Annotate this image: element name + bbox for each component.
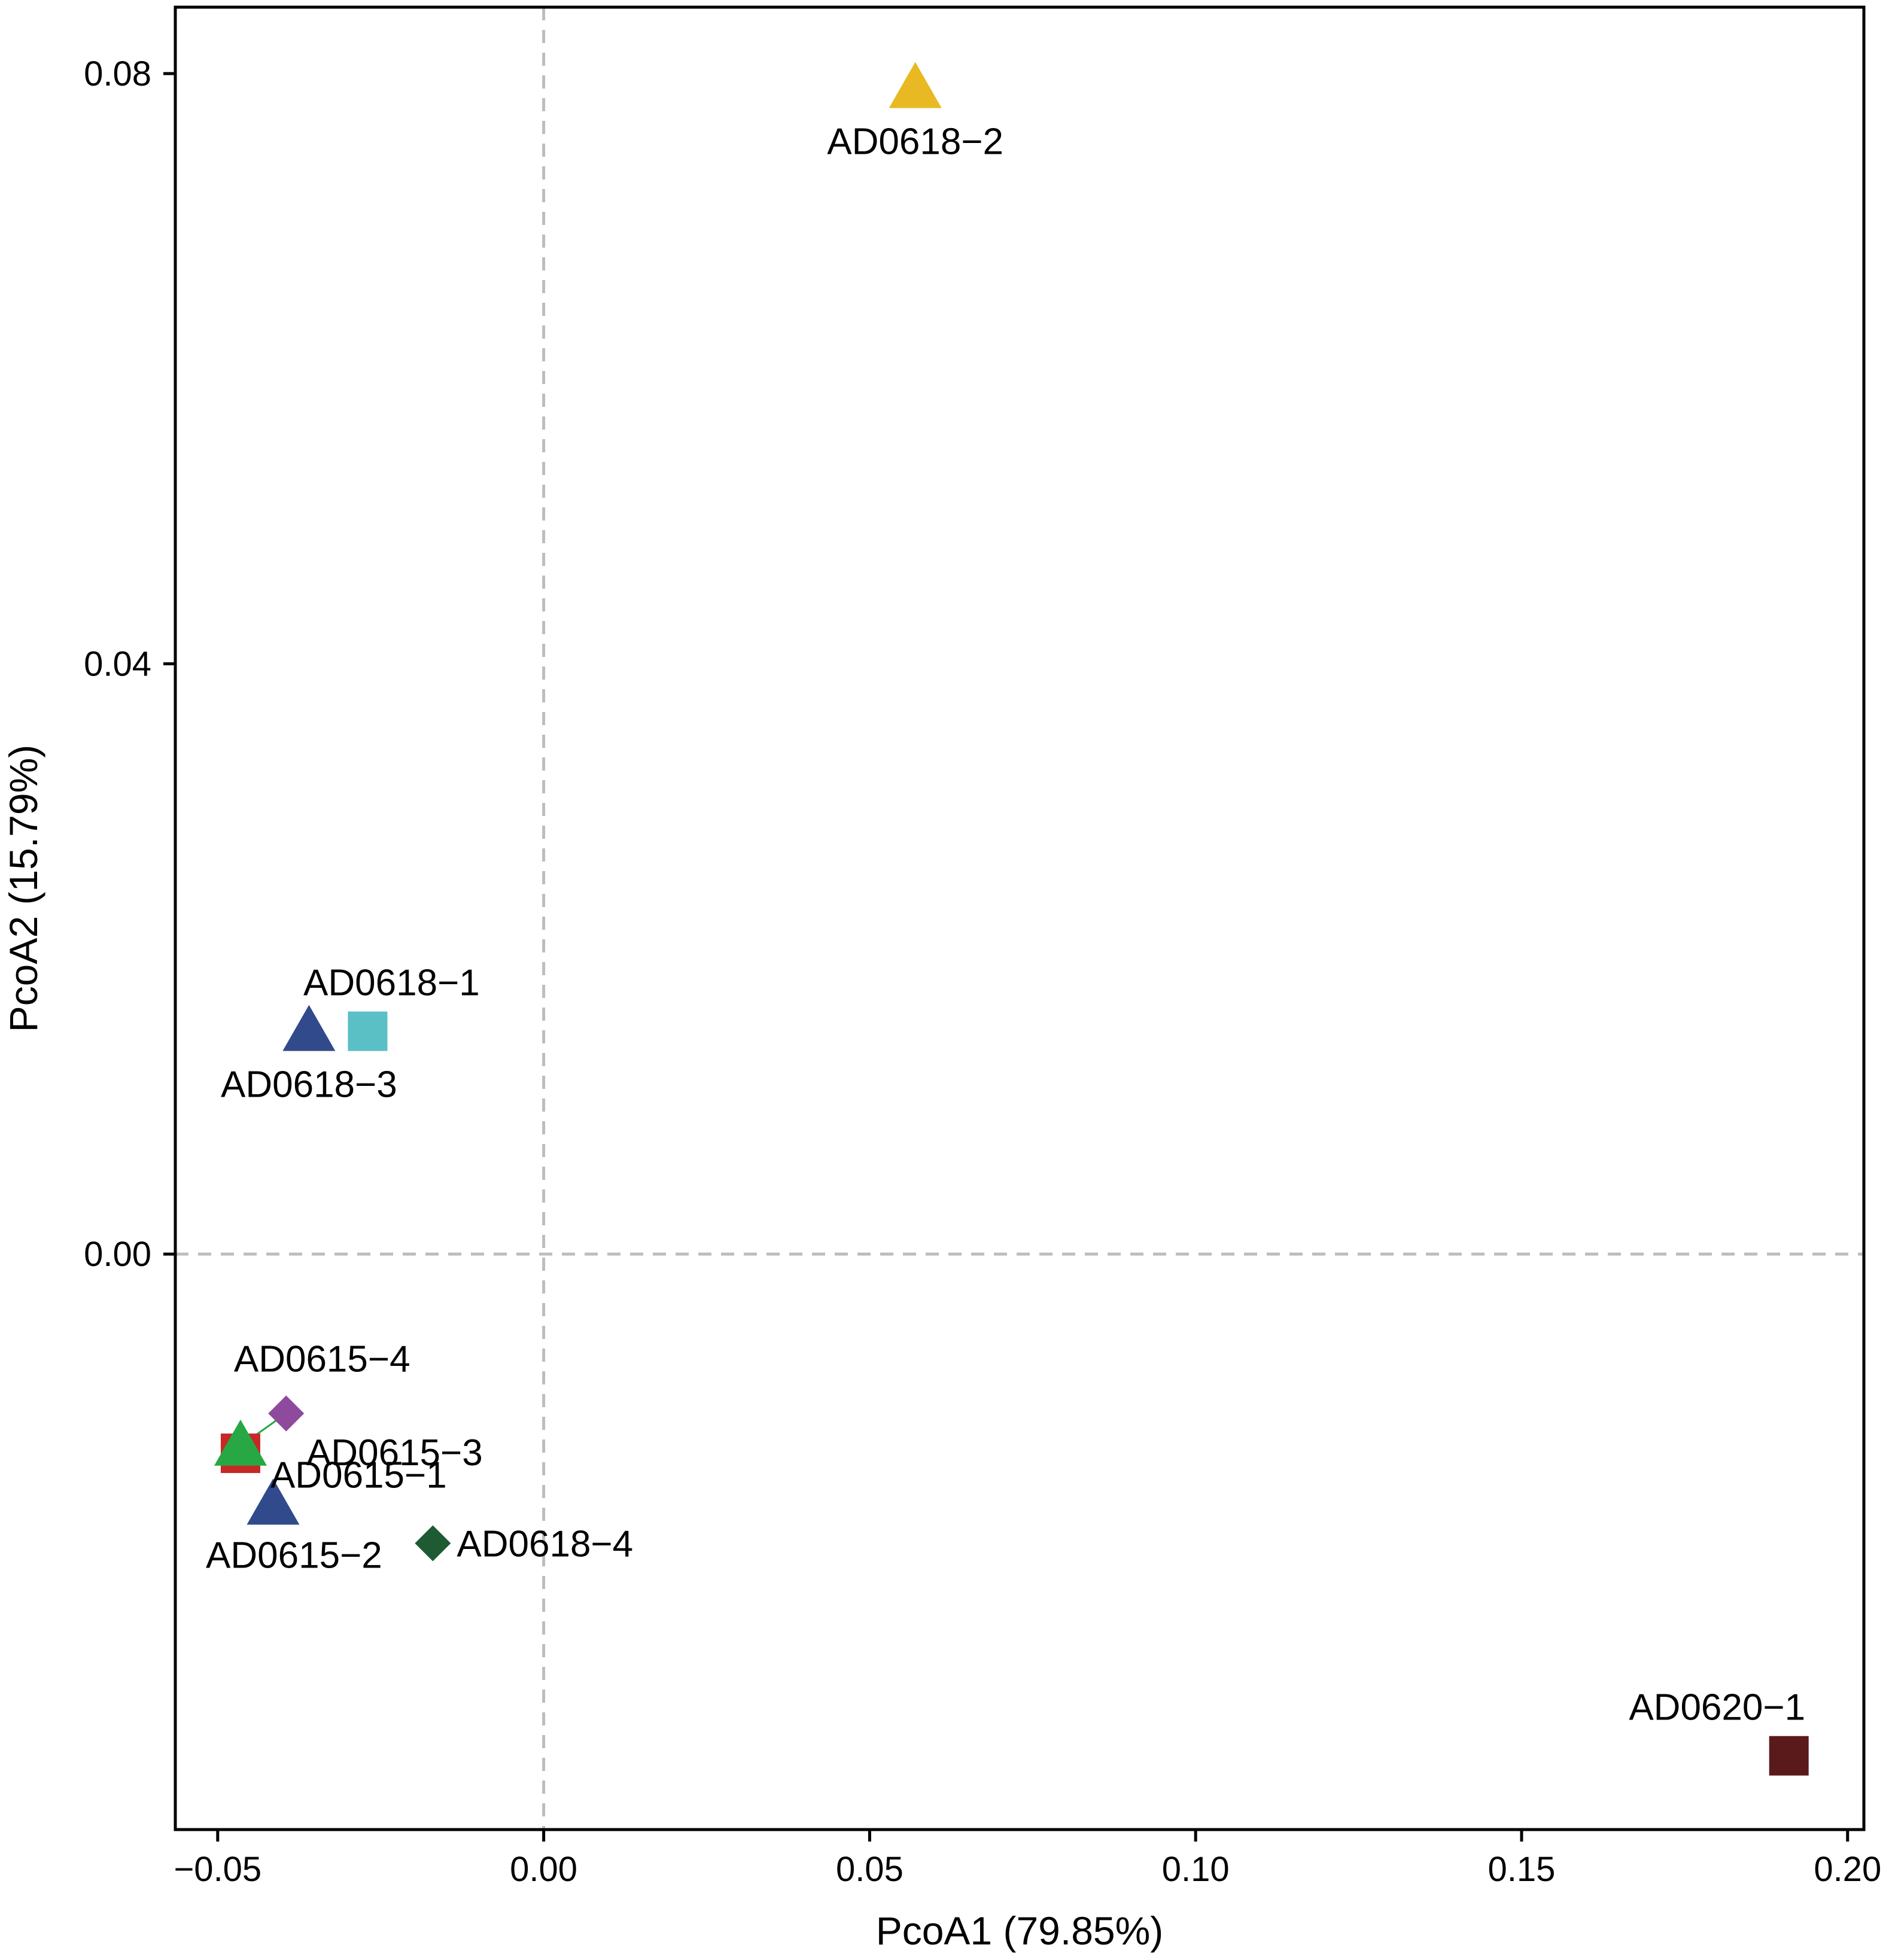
- point-label-ad0618-1: AD0618−1: [303, 963, 480, 1004]
- point-label-ad0618-2: AD0618−2: [827, 121, 1003, 163]
- marker-ad0618-4: [415, 1525, 451, 1562]
- plot-frame: [174, 5, 1866, 1831]
- point-label-ad0615-1: AD0615−1: [270, 1455, 447, 1496]
- point-labels: AD0618−2 AD0618−1 AD0618−3 AD0615−4 AD0615−3…: [206, 121, 1805, 1728]
- point-label-ad0615-2: AD0615−2: [206, 1535, 382, 1576]
- x-tick-label: 0.15: [1488, 1850, 1556, 1889]
- marker-ad0618-2: [889, 62, 942, 108]
- x-tick-label: 0.20: [1814, 1850, 1881, 1889]
- x-tick-label: 0.05: [836, 1850, 904, 1889]
- point-markers: [214, 62, 1809, 1776]
- point-label-ad0615-3: AD0615−3: [306, 1432, 483, 1474]
- x-tick-label: 0.00: [510, 1850, 577, 1889]
- y-axis-title: PcoA2 (15.79%): [1, 745, 45, 1033]
- y-tick-label: 0.08: [84, 54, 151, 93]
- marker-ad0615-2: [247, 1478, 300, 1525]
- marker-ad0618-1: [348, 1011, 388, 1051]
- x-tick-label: −0.05: [174, 1850, 261, 1889]
- point-label-ad0618-4: AD0618−4: [457, 1524, 633, 1565]
- point-label-ad0618-3: AD0618−3: [221, 1064, 397, 1106]
- marker-ad0618-3: [282, 1005, 336, 1051]
- point-label-ad0620-1: AD0620−1: [1629, 1687, 1805, 1728]
- marker-ad0615-4: [268, 1395, 305, 1432]
- point-label-ad0615-4: AD0615−4: [234, 1338, 410, 1380]
- reference-lines: [175, 7, 1864, 1830]
- marker-ad0620-1: [1769, 1736, 1809, 1776]
- x-axis-title: PcoA1 (79.85%): [876, 1909, 1164, 1953]
- y-tick-label: 0.04: [84, 645, 151, 684]
- marker-ad0615-1: [214, 1419, 267, 1466]
- x-tick-label: 0.10: [1162, 1850, 1230, 1889]
- y-tick-label: 0.00: [84, 1235, 151, 1274]
- x-axis: −0.05 0.00 0.05 0.10 0.15 0.20: [174, 1830, 1881, 1889]
- y-axis: 0.00 0.04 0.08: [84, 54, 175, 1274]
